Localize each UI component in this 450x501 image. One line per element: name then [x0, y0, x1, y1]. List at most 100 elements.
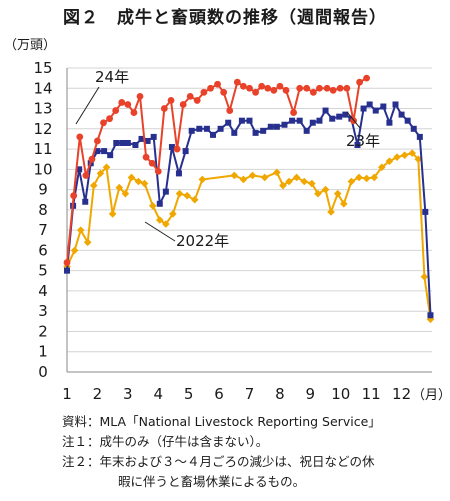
data-point-s2-9	[118, 99, 126, 106]
x-tick-label-6: 6	[214, 385, 224, 403]
data-point-s1-13	[144, 137, 151, 144]
y-tick-label-9: 9	[38, 181, 48, 199]
data-point-s0-38	[362, 174, 371, 183]
data-point-s0-40	[378, 163, 386, 172]
data-point-s2-33	[270, 86, 278, 94]
data-point-s1-38	[316, 117, 323, 124]
data-point-s1-12	[138, 135, 145, 142]
data-point-s0-42	[393, 153, 401, 161]
y-tick-label-4: 4	[38, 282, 48, 300]
chart-title: 図２ 成牛と畜頭数の推移（週間報告）	[63, 8, 387, 28]
data-point-s1-24	[217, 125, 224, 132]
data-point-s2-30	[252, 88, 259, 96]
data-point-s0-28	[292, 173, 301, 182]
data-point-s0-5	[96, 169, 105, 178]
data-point-s1-52	[404, 117, 411, 124]
data-point-s1-25	[225, 119, 232, 126]
data-point-s1-40	[329, 115, 336, 122]
data-point-s2-47	[363, 74, 371, 82]
data-point-s2-22	[200, 88, 208, 96]
data-point-s2-8	[112, 107, 120, 114]
data-point-s1-9	[119, 139, 126, 146]
data-point-s2-1	[70, 192, 78, 200]
series-leader-0	[144, 221, 176, 242]
y-tick-label-15: 15	[33, 59, 52, 77]
data-point-s0-20	[198, 175, 207, 184]
data-point-s1-53	[410, 125, 417, 132]
data-point-s2-21	[193, 97, 201, 104]
y-tick-label-2: 2	[38, 322, 48, 340]
data-point-s1-10	[124, 139, 131, 146]
data-point-s1-30	[260, 127, 267, 134]
data-point-s2-25	[220, 88, 228, 96]
data-point-s0-30	[308, 179, 316, 188]
data-point-s2-36	[290, 109, 298, 116]
data-point-s0-17	[175, 189, 184, 198]
data-point-s0-47	[426, 315, 435, 324]
data-point-s1-34	[289, 117, 296, 124]
data-point-s0-24	[260, 173, 269, 182]
data-point-s0-43	[400, 151, 409, 159]
x-tick-label-4: 4	[153, 385, 163, 403]
data-point-s1-33	[281, 121, 288, 128]
data-point-s1-5	[94, 148, 101, 155]
series-leader-2	[75, 86, 100, 125]
x-tick-label-8: 8	[275, 385, 285, 403]
data-point-s2-42	[329, 86, 337, 94]
data-point-s1-18	[175, 170, 182, 177]
data-point-s1-47	[372, 107, 379, 114]
data-point-s1-19	[182, 148, 189, 155]
series-labels: 2022年 23年 24年	[75, 68, 380, 250]
x-tick-label-12: 12	[392, 385, 411, 403]
data-point-s2-32	[264, 84, 272, 92]
data-point-s0-21	[230, 171, 239, 180]
data-point-s0-16	[169, 210, 177, 218]
data-point-s0-41	[385, 157, 394, 166]
data-point-s1-11	[132, 142, 139, 149]
data-point-s2-24	[214, 80, 221, 88]
x-tick-label-1: 1	[62, 385, 72, 403]
series-lines	[63, 74, 435, 324]
data-point-s1-0	[64, 267, 70, 274]
data-point-s1-26	[231, 129, 238, 136]
data-point-s0-4	[89, 181, 98, 190]
note-2-line-2: 暇に伴うと畜場休業によるもの。	[118, 474, 306, 489]
data-point-s2-17	[167, 97, 175, 104]
y-tick-label-12: 12	[33, 120, 52, 138]
data-point-s0-23	[248, 171, 257, 180]
x-tick-label-11: 11	[362, 385, 381, 403]
data-point-s0-39	[370, 173, 379, 182]
y-tick-label-0: 0	[38, 363, 48, 381]
y-tick-label-10: 10	[33, 160, 52, 178]
data-point-s1-17	[168, 144, 175, 151]
data-point-s0-46	[420, 272, 429, 281]
data-point-s2-11	[130, 109, 138, 116]
source-note: 資料：MLA「National Livestock Reporting Serv…	[62, 414, 381, 429]
data-point-s1-46	[366, 101, 373, 108]
data-point-s1-31	[267, 123, 274, 130]
data-point-s0-44	[408, 149, 417, 157]
data-point-s2-26	[226, 107, 234, 114]
data-point-s1-32	[273, 123, 280, 130]
data-point-s1-39	[322, 107, 329, 114]
data-point-s2-46	[356, 78, 364, 86]
data-point-s2-16	[160, 105, 168, 112]
x-tick-label-3: 3	[123, 385, 133, 403]
data-point-s1-44	[354, 142, 361, 149]
y-tick-label-11: 11	[33, 140, 52, 158]
data-point-s2-0	[63, 259, 71, 266]
data-point-s1-35	[296, 117, 303, 124]
y-tick-label-5: 5	[38, 262, 48, 280]
data-point-s1-23	[210, 131, 216, 138]
data-point-s1-49	[386, 119, 393, 126]
data-point-s2-43	[336, 84, 344, 92]
y-axis-unit-label: （万頭）	[4, 38, 56, 53]
data-point-s2-12	[136, 92, 144, 100]
data-point-s1-16	[162, 188, 169, 195]
data-point-s2-35	[282, 86, 290, 94]
y-tick-label-1: 1	[38, 343, 48, 361]
data-point-s0-19	[190, 195, 199, 204]
data-point-s1-36	[303, 127, 310, 134]
